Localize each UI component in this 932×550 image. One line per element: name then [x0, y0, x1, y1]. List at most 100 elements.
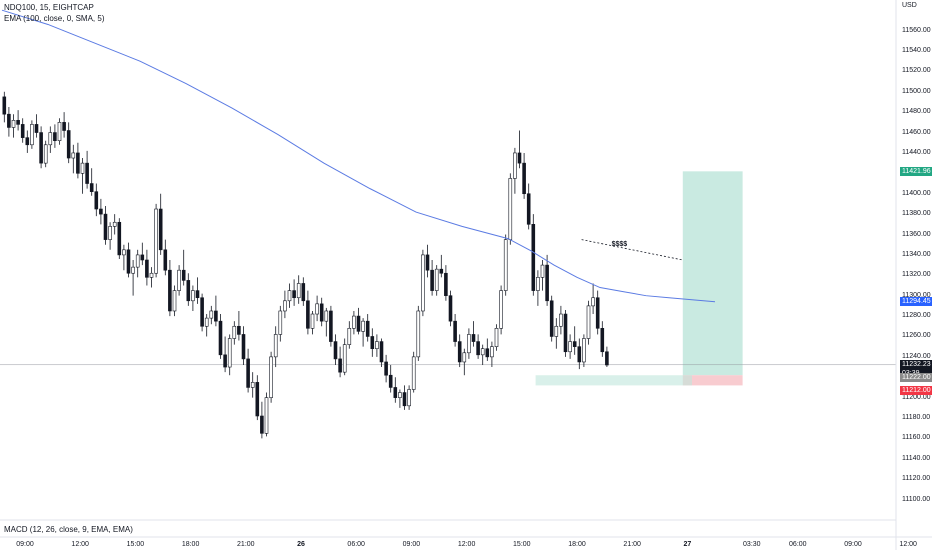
candle-body [246, 358, 250, 388]
time-tick-label: 21:00 [623, 541, 641, 548]
time-tick-label: 21:00 [237, 541, 255, 548]
candle-body [315, 303, 319, 315]
candle-body [329, 310, 333, 342]
currency-label: USD [902, 2, 917, 9]
candle-body [467, 334, 471, 354]
time-tick-label: 18:00 [181, 541, 200, 548]
price-tick-label: 11200.00 [902, 393, 931, 401]
candle-body [241, 334, 246, 360]
time-tick-label: 06:00 [789, 541, 807, 548]
candle-body [292, 290, 296, 299]
candle-body [117, 221, 122, 256]
price-tick-label: 11180.00 [902, 414, 931, 422]
candle-body [200, 297, 204, 327]
price-tick-label: 11500.00 [902, 87, 931, 95]
candle-body [490, 346, 494, 358]
candle-body [595, 297, 600, 329]
candle-body [411, 356, 416, 390]
trendline-annotation: $$$$ [611, 240, 628, 248]
candle-body [356, 315, 361, 332]
candle-body [278, 310, 283, 335]
time-tick-label: 18:00 [568, 541, 586, 548]
candle-body [168, 269, 172, 312]
candle-body [554, 325, 559, 337]
time-tick-label: 26 [297, 541, 305, 548]
time-tick-label: 15:00 [513, 541, 531, 548]
candle-body [361, 320, 365, 332]
candle-body [269, 356, 273, 398]
candle-body [158, 208, 163, 251]
candle-body [62, 122, 66, 131]
candle-body [370, 336, 375, 350]
candle-body [540, 264, 545, 278]
time-tick-label: 03:30 [743, 541, 761, 548]
candle-body [264, 397, 269, 434]
candle-body [301, 283, 306, 302]
candle-body [434, 268, 439, 291]
take-profit-tag: 11421.96 [900, 166, 932, 176]
candle-body [48, 132, 53, 146]
candle-body [402, 392, 407, 407]
candle-body [39, 132, 43, 164]
candle-body [471, 334, 476, 342]
price-tick-label: 11440.00 [902, 148, 931, 156]
time-tick-label: 06:00 [347, 541, 365, 548]
candle-body [605, 351, 609, 366]
candle-body [250, 382, 255, 388]
candle-body [283, 300, 287, 312]
symbol-legend[interactable]: NDQ100, 15, EIGHTCAP [4, 3, 94, 12]
price-tick-label: 11540.00 [902, 46, 931, 54]
price-tick-label: 11280.00 [902, 312, 931, 320]
candle-body [57, 122, 62, 142]
time-tick-label: 09:00 [844, 541, 862, 548]
candle-body [94, 191, 99, 210]
candle-body [214, 310, 218, 322]
price-tick-label: 11520.00 [902, 67, 931, 75]
time-tick-label: 12:00 [71, 541, 89, 548]
candle-body [89, 183, 94, 192]
entry-price-tag: 11222.00 [900, 373, 932, 383]
candle-body [99, 208, 103, 215]
candle-body [126, 249, 131, 274]
candle-body [306, 300, 310, 329]
last-price-tag: 11232.23 [900, 360, 932, 370]
price-tick-label: 11240.00 [902, 352, 931, 360]
candle-body [531, 224, 536, 291]
candle-body [333, 341, 338, 360]
candle-body [577, 346, 582, 363]
time-tick-label: 15:00 [126, 541, 145, 548]
candle-body [85, 162, 89, 184]
price-tick-label: 11340.00 [902, 250, 931, 258]
price-tick-label: 11480.00 [902, 108, 931, 116]
candle-body [375, 341, 379, 350]
support-zone [535, 375, 692, 386]
candle-body [572, 341, 577, 347]
take-profit-zone [682, 171, 743, 376]
candle-body [122, 249, 126, 256]
candle-body [600, 328, 605, 353]
candle-body [352, 315, 356, 329]
candle-body [462, 352, 467, 363]
candle-body [163, 249, 168, 271]
candle-body [365, 320, 370, 337]
candle-body [476, 341, 480, 356]
time-tick-label: 12:00 [457, 541, 476, 548]
candle-body [53, 132, 57, 142]
candle-body [526, 193, 531, 225]
candle-body [563, 313, 568, 353]
trendline [581, 239, 683, 261]
candle-body [503, 239, 508, 291]
candle-body [513, 152, 517, 179]
ema-legend[interactable]: EMA (100, close, 0, SMA, 5) [4, 14, 105, 23]
ema-value-tag: 11294.45 [900, 296, 932, 306]
candle-body [296, 283, 301, 299]
candle-body [232, 325, 237, 339]
candle-body [131, 266, 135, 274]
candle-body [453, 320, 457, 342]
price-tick-label: 11100.00 [902, 495, 931, 503]
price-tick-label: 11160.00 [902, 434, 931, 442]
candle-body [324, 310, 329, 322]
macd-legend[interactable]: MACD (12, 26, close, 9, EMA, EMA) [4, 525, 133, 534]
